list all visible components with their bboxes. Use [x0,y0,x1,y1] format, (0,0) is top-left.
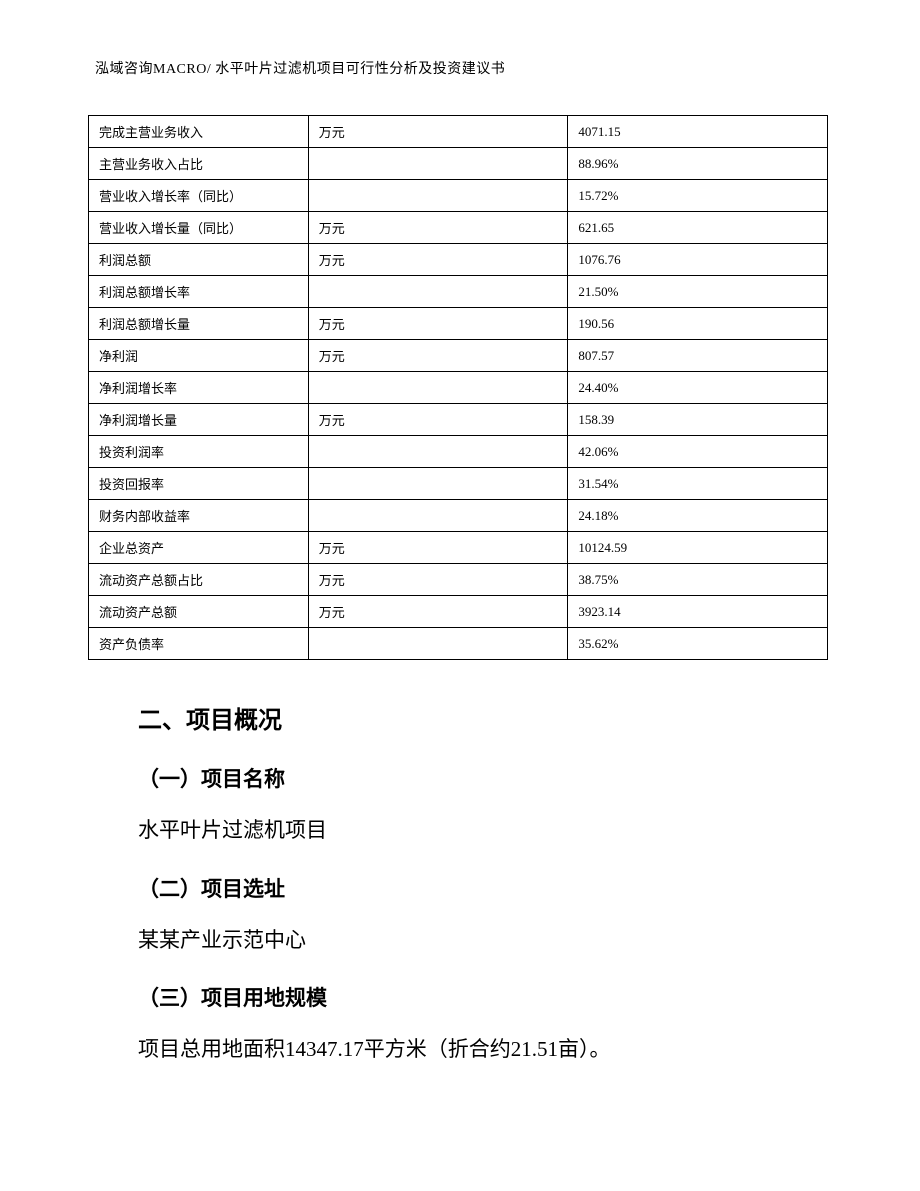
row-unit: 万元 [308,308,568,340]
row-unit: 万元 [308,340,568,372]
row-label: 利润总额 [89,244,309,276]
row-unit [308,500,568,532]
row-label: 投资利润率 [89,436,309,468]
row-value: 621.65 [568,212,828,244]
row-value: 24.40% [568,372,828,404]
subsection-3-text: 项目总用地面积14347.17平方米（折合约21.51亩）。 [138,1034,778,1066]
row-unit: 万元 [308,404,568,436]
row-value: 807.57 [568,340,828,372]
table-row: 营业收入增长量（同比）万元621.65 [89,212,828,244]
table-row: 净利润增长量万元158.39 [89,404,828,436]
table-row: 流动资产总额占比万元38.75% [89,564,828,596]
table-row: 企业总资产万元10124.59 [89,532,828,564]
row-value: 15.72% [568,180,828,212]
row-value: 31.54% [568,468,828,500]
row-unit [308,436,568,468]
table-row: 投资利润率 42.06% [89,436,828,468]
row-unit: 万元 [308,532,568,564]
table-row: 主营业务收入占比 88.96% [89,148,828,180]
table-row: 利润总额万元1076.76 [89,244,828,276]
table-row: 财务内部收益率 24.18% [89,500,828,532]
row-unit [308,148,568,180]
subsection-1-title: （一）项目名称 [138,763,778,793]
row-value: 38.75% [568,564,828,596]
subsection-2-text: 某某产业示范中心 [138,925,778,957]
table-body: 完成主营业务收入万元4071.15主营业务收入占比88.96%营业收入增长率（同… [89,116,828,660]
row-label: 流动资产总额 [89,596,309,628]
table-row: 营业收入增长率（同比） 15.72% [89,180,828,212]
subsection-2-title: （二）项目选址 [138,873,778,903]
row-unit: 万元 [308,596,568,628]
row-label: 资产负债率 [89,628,309,660]
row-value: 24.18% [568,500,828,532]
row-label: 主营业务收入占比 [89,148,309,180]
row-label: 营业收入增长率（同比） [89,180,309,212]
row-value: 3923.14 [568,596,828,628]
row-label: 投资回报率 [89,468,309,500]
row-value: 21.50% [568,276,828,308]
header-text: 泓域咨询MACRO/ 水平叶片过滤机项目可行性分析及投资建议书 [95,62,505,77]
row-label: 流动资产总额占比 [89,564,309,596]
row-label: 净利润增长率 [89,372,309,404]
content-body: 二、项目概况 （一）项目名称 水平叶片过滤机项目 （二）项目选址 某某产业示范中… [138,700,778,1092]
row-value: 1076.76 [568,244,828,276]
row-label: 净利润 [89,340,309,372]
row-label: 利润总额增长率 [89,276,309,308]
row-value: 4071.15 [568,116,828,148]
table-row: 完成主营业务收入万元4071.15 [89,116,828,148]
table-row: 净利润增长率 24.40% [89,372,828,404]
row-unit [308,468,568,500]
row-value: 190.56 [568,308,828,340]
row-label: 利润总额增长量 [89,308,309,340]
row-value: 88.96% [568,148,828,180]
subsection-3-title: （三）项目用地规模 [138,982,778,1012]
table-row: 利润总额增长量万元190.56 [89,308,828,340]
row-label: 净利润增长量 [89,404,309,436]
row-unit: 万元 [308,244,568,276]
table-row: 净利润万元807.57 [89,340,828,372]
row-label: 完成主营业务收入 [89,116,309,148]
table-row: 利润总额增长率 21.50% [89,276,828,308]
row-value: 10124.59 [568,532,828,564]
row-value: 158.39 [568,404,828,436]
subsection-1-text: 水平叶片过滤机项目 [138,815,778,847]
row-label: 财务内部收益率 [89,500,309,532]
row-value: 42.06% [568,436,828,468]
table-row: 资产负债率 35.62% [89,628,828,660]
row-unit [308,628,568,660]
row-label: 营业收入增长量（同比） [89,212,309,244]
table-row: 流动资产总额万元3923.14 [89,596,828,628]
row-unit [308,276,568,308]
row-unit: 万元 [308,116,568,148]
financial-table: 完成主营业务收入万元4071.15主营业务收入占比88.96%营业收入增长率（同… [88,115,828,660]
row-value: 35.62% [568,628,828,660]
section-title: 二、项目概况 [138,700,778,735]
table-row: 投资回报率 31.54% [89,468,828,500]
row-unit [308,180,568,212]
row-unit: 万元 [308,564,568,596]
row-unit [308,372,568,404]
page-header: 泓域咨询MACRO/ 水平叶片过滤机项目可行性分析及投资建议书 [95,58,505,78]
row-label: 企业总资产 [89,532,309,564]
row-unit: 万元 [308,212,568,244]
